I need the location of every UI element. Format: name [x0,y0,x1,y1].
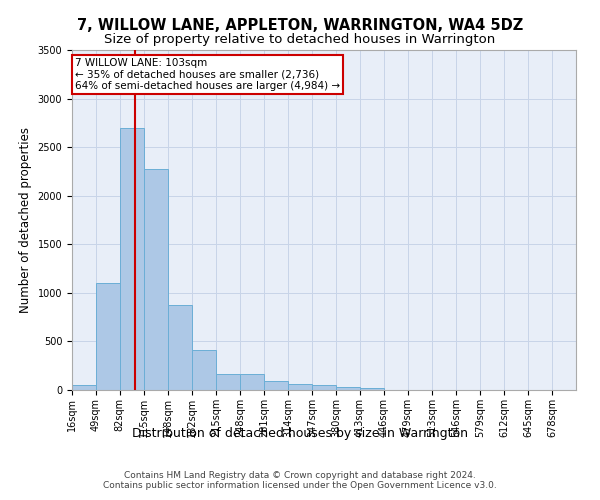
Text: 7 WILLOW LANE: 103sqm
← 35% of detached houses are smaller (2,736)
64% of semi-d: 7 WILLOW LANE: 103sqm ← 35% of detached … [75,58,340,91]
Bar [336,387,360,390]
Bar [360,388,384,390]
Bar [240,374,264,390]
Text: Contains HM Land Registry data © Crown copyright and database right 2024.
Contai: Contains HM Land Registry data © Crown c… [103,470,497,490]
Y-axis label: Number of detached properties: Number of detached properties [19,127,32,313]
Bar [193,350,217,390]
Bar [120,128,144,390]
Text: Distribution of detached houses by size in Warrington: Distribution of detached houses by size … [132,428,468,440]
Bar [72,385,96,390]
Bar [217,374,240,390]
Bar [168,306,193,390]
Bar [264,382,288,390]
Bar [144,170,168,390]
Bar [312,385,336,390]
Bar [288,384,312,390]
Text: 7, WILLOW LANE, APPLETON, WARRINGTON, WA4 5DZ: 7, WILLOW LANE, APPLETON, WARRINGTON, WA… [77,18,523,32]
Bar [96,283,120,390]
Text: Size of property relative to detached houses in Warrington: Size of property relative to detached ho… [104,32,496,46]
